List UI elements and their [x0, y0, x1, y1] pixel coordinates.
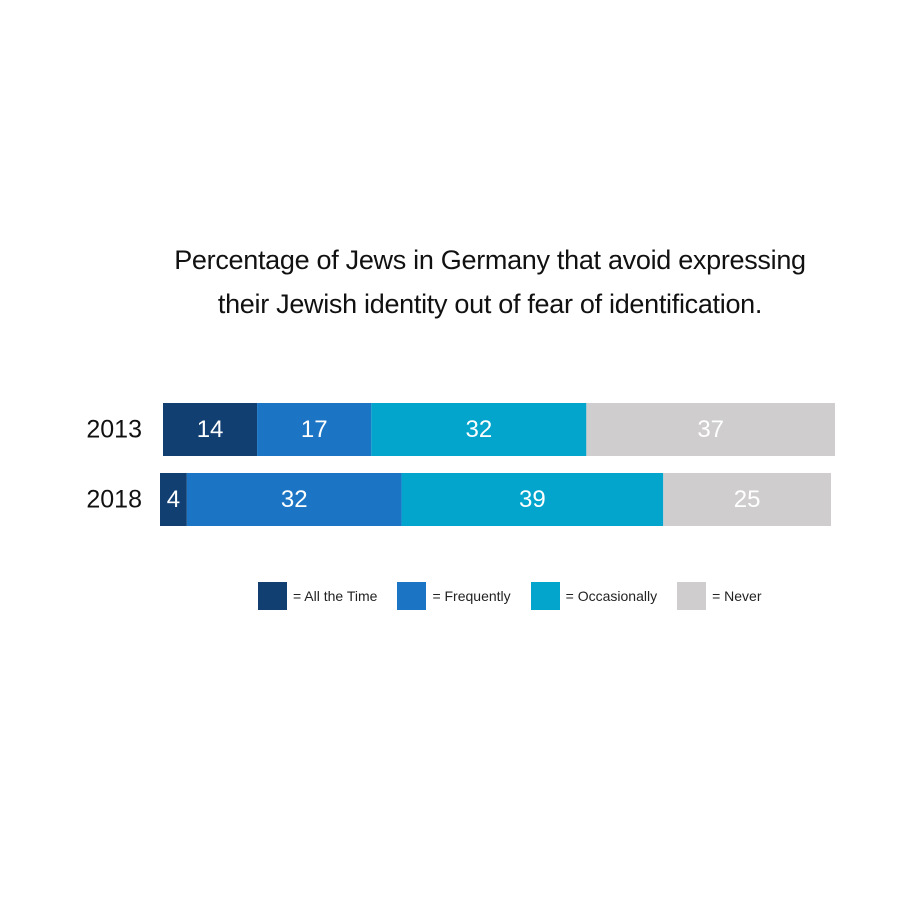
chart-title: Percentage of Jews in Germany that avoid…	[150, 238, 830, 326]
legend-item-all-the-time: = All the Time	[258, 582, 377, 610]
legend-label-frequently: = Frequently	[432, 588, 511, 604]
legend-swatch-occasionally	[530, 582, 560, 610]
legend-swatch-frequently	[397, 582, 427, 610]
data-label-2018-never: 25	[734, 486, 761, 513]
legend-item-frequently: = Frequently	[397, 582, 511, 610]
legend-swatch-all-the-time	[258, 582, 287, 610]
data-label-2013-frequently: 17	[301, 416, 328, 443]
category-label-2018: 2018	[86, 486, 142, 514]
bar-segment-2013-all-the-time	[163, 403, 258, 456]
data-label-2018-occasionally: 39	[519, 486, 546, 513]
legend-label-occasionally: = Occasionally	[565, 588, 658, 604]
bar-segment-2018-never	[663, 473, 831, 526]
data-label-2018-frequently: 32	[281, 486, 308, 513]
bar-segment-2013-occasionally	[371, 403, 587, 456]
bar-segment-2018-occasionally	[401, 473, 664, 526]
category-label-2013: 2013	[86, 416, 142, 444]
bar-segment-2013-frequently	[257, 403, 372, 456]
data-label-2013-all-the-time: 14	[197, 416, 224, 443]
legend-item-occasionally: = Occasionally	[530, 582, 658, 610]
legend-swatch-never	[677, 582, 707, 610]
chart-legend: = All the Time = Frequently = Occasional…	[258, 582, 782, 610]
legend-label-never: = Never	[712, 588, 762, 604]
chart-title-line-1: Percentage of Jews in Germany that avoid…	[174, 245, 806, 275]
legend-item-never: = Never	[677, 582, 762, 610]
bar-segment-2013-never	[586, 403, 835, 456]
bar-segment-2018-frequently	[186, 473, 402, 526]
bar-segment-2018-all-the-time	[160, 473, 187, 526]
data-label-2013-never: 37	[697, 416, 724, 443]
data-label-2018-all-the-time: 4	[167, 486, 180, 513]
data-label-2013-occasionally: 32	[465, 416, 492, 443]
chart-title-line-2: their Jewish identity out of fear of ide…	[217, 289, 763, 319]
legend-label-all-the-time: = All the Time	[293, 588, 378, 604]
